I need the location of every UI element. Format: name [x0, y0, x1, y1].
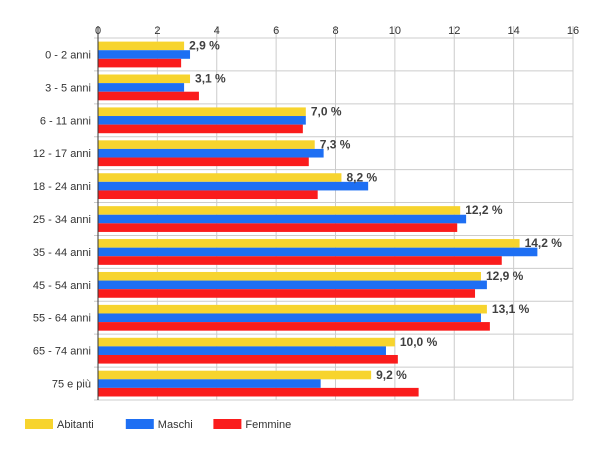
data-label: 12,9 % [486, 269, 524, 283]
bar-maschi [98, 148, 324, 158]
bar-abitanti [98, 239, 520, 248]
bar-abitanti [98, 74, 191, 84]
data-label: 9,2 % [376, 368, 407, 382]
bar-abitanti [98, 271, 481, 281]
bar-abitanti [98, 304, 487, 314]
bar-abitanti [98, 337, 395, 347]
data-label: 7,0 % [311, 105, 342, 119]
bar-femmine [98, 223, 458, 232]
bar-femmine [98, 354, 398, 364]
bar-maschi [98, 214, 467, 224]
bar-maschi [98, 181, 369, 191]
bar-maschi [98, 247, 538, 257]
x-tick-label: 12 [448, 25, 460, 37]
category-label: 12 - 17 anni [33, 148, 91, 160]
bar-abitanti [98, 140, 315, 149]
bar-maschi [98, 83, 185, 92]
bar-femmine [98, 387, 419, 397]
category-label: 75 e più [52, 379, 91, 391]
x-tick-label: 6 [273, 25, 279, 37]
bar-femmine [98, 190, 318, 200]
bar-maschi [98, 379, 321, 388]
x-tick-label: 2 [154, 25, 160, 37]
legend-label-femmine: Femmine [245, 419, 291, 431]
category-label: 18 - 24 anni [33, 181, 91, 193]
bar-abitanti [98, 173, 342, 182]
legend-swatch-abitanti [25, 419, 53, 429]
x-axis-ticks: 0246810121416 [95, 25, 579, 37]
data-label: 2,9 % [189, 39, 220, 53]
bar-abitanti [98, 370, 372, 380]
bar-maschi [98, 313, 481, 323]
category-label: 25 - 34 anni [33, 214, 91, 226]
data-label: 3,1 % [195, 72, 226, 86]
legend: Abitanti Maschi Femmine [25, 419, 291, 431]
legend-label-abitanti: Abitanti [57, 419, 94, 431]
legend-swatch-femmine [213, 419, 242, 429]
bar-maschi [98, 116, 306, 125]
x-tick-label: 14 [508, 25, 520, 37]
category-label: 0 - 2 anni [45, 49, 91, 61]
data-label: 8,2 % [346, 170, 377, 184]
legend-swatch-maschi [125, 419, 154, 429]
bar-abitanti [98, 206, 461, 215]
bar-femmine [98, 58, 182, 68]
bar-femmine [98, 322, 490, 331]
x-tick-label: 8 [332, 25, 338, 37]
category-labels: 0 - 2 anni 3 - 5 anni 6 - 11 anni 12 - 17 a… [33, 49, 91, 390]
bar-femmine [98, 289, 476, 298]
data-label: 7,3 % [320, 137, 351, 151]
bar-femmine [98, 91, 199, 101]
bars [98, 41, 538, 397]
bar-femmine [98, 157, 309, 167]
legend-label-maschi: Maschi [158, 419, 193, 431]
x-tick-label: 16 [567, 25, 579, 37]
category-label: 55 - 64 anni [33, 313, 91, 325]
grid-lines [94, 26, 574, 401]
bar-abitanti [98, 107, 306, 117]
bar-maschi [98, 50, 191, 59]
category-label: 6 - 11 anni [40, 115, 91, 127]
bar-femmine [98, 256, 502, 265]
bar-femmine [98, 124, 303, 134]
data-label: 14,2 % [525, 236, 563, 250]
x-tick-label: 4 [214, 25, 220, 37]
x-tick-label: 10 [389, 25, 401, 37]
data-labels: 2,9 % 3,1 % 7,0 % 7,3 % 8,2 % 12,2 % 14,2 % 12,… [189, 39, 562, 382]
bar-maschi [98, 346, 386, 355]
category-label: 65 - 74 anni [33, 346, 91, 358]
data-label: 10,0 % [400, 335, 438, 349]
category-label: 3 - 5 anni [45, 82, 91, 94]
bar-maschi [98, 280, 487, 290]
bar-abitanti [98, 41, 185, 51]
data-label: 12,2 % [465, 203, 503, 217]
category-label: 35 - 44 anni [33, 247, 91, 259]
data-label: 13,1 % [492, 302, 530, 316]
category-label: 45 - 54 anni [33, 280, 91, 292]
